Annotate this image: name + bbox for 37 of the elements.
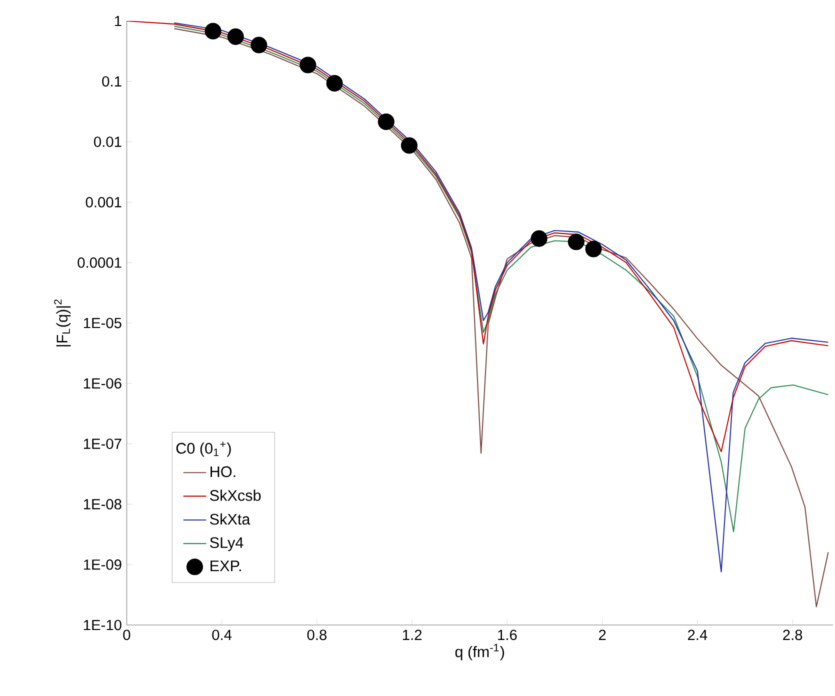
y-tick-label: 0.1 (102, 76, 122, 87)
x-tick-label: 2 (598, 630, 606, 640)
legend-label: EXP. (210, 560, 241, 572)
legend-label: SLy4 (210, 537, 244, 552)
y-tick-label: 1E-08 (84, 499, 122, 510)
y-tick-label: 1E-09 (84, 559, 122, 570)
x-tick-label: 0 (123, 630, 130, 640)
y-tick-label: 1E-06 (84, 378, 122, 389)
point (250, 36, 268, 54)
point (400, 137, 418, 154)
y-tick-label: 0.001 (86, 197, 122, 208)
x-axis-title: q (fm$^{-1}$) (455, 644, 504, 660)
y-tick-label: 0.01 (94, 136, 122, 147)
x-tick-label: 2.4 (688, 630, 708, 640)
point (227, 28, 244, 45)
point (568, 234, 584, 250)
point (204, 22, 222, 40)
x-tick-label: 1.6 (498, 630, 517, 640)
y-tick-label: 1 (114, 16, 122, 26)
legend-title: C0 (0$_{1}$$^{+}$) (176, 442, 231, 457)
x-tick-label: 0.4 (212, 630, 232, 640)
x-tick-label: 1.2 (402, 630, 422, 640)
y-axis-title: |F$_{L}$(q)|$^{2}$ (54, 300, 71, 346)
point (326, 75, 343, 92)
y-tick-label: 1E-05 (84, 318, 122, 328)
x-tick-label: 2.8 (783, 630, 802, 640)
y-tick-label: 0.0001 (78, 257, 122, 268)
point (530, 230, 548, 247)
y-tick-label: 1E-07 (84, 438, 122, 449)
point (585, 240, 602, 258)
point (300, 56, 316, 74)
legend-label: SkXcsb (210, 490, 261, 501)
legend-label: SkXta (210, 513, 250, 525)
x-tick-label: 0.8 (307, 630, 326, 640)
y-tick-label: 1E-10 (84, 620, 122, 630)
point (378, 113, 394, 130)
legend-label: HO. (210, 466, 236, 478)
